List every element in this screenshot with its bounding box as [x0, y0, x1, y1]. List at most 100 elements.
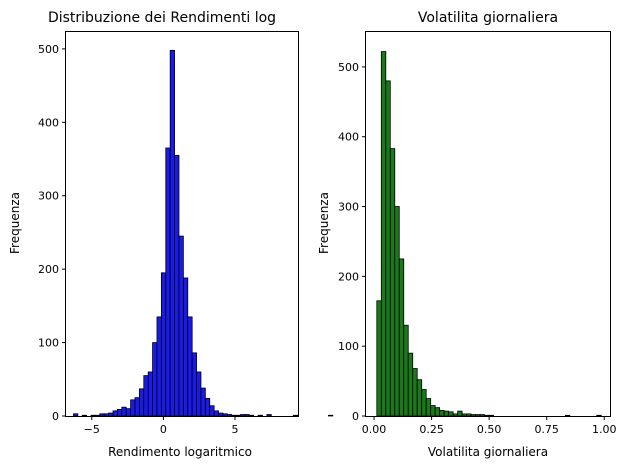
histogram-bar: [457, 410, 463, 417]
histogram-bar: [244, 414, 250, 417]
y-tick-label: 400: [38, 116, 59, 129]
histogram-bar: [130, 399, 136, 417]
histogram-bar: [439, 410, 445, 417]
histogram-bar: [160, 272, 167, 417]
histogram-bar: [434, 407, 441, 417]
histogram-bar: [475, 414, 481, 417]
x-axis-ticks: 0.00 0.25 0.50 0.75 1.00: [362, 416, 617, 436]
x-tick-label: 0.50: [477, 423, 502, 436]
histogram-bar: [425, 398, 432, 417]
histogram-bar: [143, 375, 149, 417]
histogram-bar: [421, 389, 427, 417]
histogram-bar: [466, 413, 472, 417]
histogram-bar: [222, 413, 228, 417]
histogram-bar: [479, 414, 485, 417]
histogram-bar: [240, 414, 246, 417]
histogram-bar: [226, 414, 233, 417]
chart-title: Distribuzione dei Rendimenti log: [48, 10, 276, 26]
histogram-bar: [484, 414, 490, 417]
y-tick-label: 400: [338, 131, 359, 144]
histogram-bar: [95, 414, 101, 417]
x-axis-label: Volatilita giornaliera: [428, 445, 548, 459]
histogram-bar: [156, 316, 162, 417]
histogram-bar: [416, 379, 423, 417]
histogram-bar: [376, 300, 382, 417]
y-tick-label: 100: [338, 340, 359, 353]
y-tick-label: 200: [338, 270, 359, 283]
histogram-bar: [430, 405, 436, 417]
histogram-bar: [443, 410, 450, 417]
histogram-bar: [187, 316, 193, 417]
y-tick-label: 0: [52, 410, 59, 423]
y-axis-label: Frequenza: [8, 192, 22, 254]
histogram-bar: [231, 414, 237, 417]
x-tick-label: −5: [84, 423, 100, 436]
histogram-bar: [117, 408, 123, 417]
y-axis-ticks: 0 100 200 300 400 500: [338, 61, 366, 423]
x-tick-label: 5: [231, 423, 238, 436]
histogram-bar: [398, 258, 405, 417]
y-tick-label: 300: [38, 190, 59, 203]
histogram-bar: [200, 387, 206, 417]
histogram-bar: [81, 414, 88, 417]
plot-frame: [65, 31, 299, 417]
y-axis-label: Frequenza: [317, 192, 331, 254]
histogram-bars: [73, 49, 334, 417]
histogram-bar: [407, 352, 414, 417]
y-tick-label: 500: [338, 61, 359, 74]
y-tick-label: 0: [352, 410, 359, 423]
histogram-bar: [90, 414, 96, 417]
x-tick-label: 0.00: [362, 423, 387, 436]
histogram-bar: [121, 406, 127, 417]
histogram-bar: [452, 413, 459, 417]
y-tick-label: 500: [38, 43, 59, 56]
y-tick-label: 100: [38, 337, 59, 350]
histogram-bar: [394, 206, 400, 417]
histogram-bar: [403, 324, 409, 417]
chart-rendimenti-log: Distribuzione dei Rendimenti log Rendime…: [8, 10, 334, 459]
y-tick-label: 300: [338, 201, 359, 214]
histogram-bar: [169, 49, 175, 417]
histogram-bar: [138, 388, 145, 417]
histogram-bar: [204, 397, 211, 417]
histogram-bar: [235, 414, 241, 417]
histogram-bar: [209, 405, 215, 417]
histogram-bar: [112, 410, 118, 417]
histogram-bar: [213, 410, 219, 417]
histogram-bar: [134, 397, 140, 417]
chart-volatilita-giornaliera: Volatilita giornaliera Volatilita giorna…: [317, 10, 616, 459]
x-tick-label: 0.75: [534, 423, 559, 436]
y-axis-ticks: 0 100 200 300 400 500: [38, 43, 66, 423]
histogram-bar: [174, 154, 180, 417]
histogram-bar: [152, 342, 158, 417]
histogram-bar: [248, 414, 255, 417]
histogram-bar: [191, 352, 197, 417]
histogram-bar: [147, 371, 153, 417]
histogram-bar: [165, 147, 171, 417]
histogram-bars: [376, 51, 602, 417]
histogram-bar: [564, 414, 571, 417]
histogram-bar: [108, 412, 114, 417]
histogram-bar: [292, 414, 299, 417]
x-tick-label: 0.25: [419, 423, 444, 436]
histogram-bar: [103, 413, 110, 417]
y-tick-label: 200: [38, 263, 59, 276]
histogram-bar: [461, 413, 467, 417]
histogram-bar: [182, 277, 189, 417]
chart-title: Volatilita giornaliera: [418, 10, 558, 26]
histogram-bar: [218, 412, 224, 417]
histogram-bar: [448, 411, 454, 417]
histogram-bar: [389, 148, 396, 417]
x-tick-label: 1.00: [592, 423, 617, 436]
histogram-bar: [99, 413, 105, 417]
histogram-bar: [257, 414, 263, 417]
histogram-bar: [488, 414, 494, 417]
x-tick-label: 0: [160, 423, 167, 436]
histogram-bar: [328, 414, 334, 417]
histogram-bar: [125, 408, 132, 417]
x-axis-label: Rendimento logaritmico: [108, 445, 252, 459]
histogram-bar: [196, 371, 202, 417]
histogram-bar: [178, 235, 184, 417]
histogram-bar: [412, 368, 418, 417]
